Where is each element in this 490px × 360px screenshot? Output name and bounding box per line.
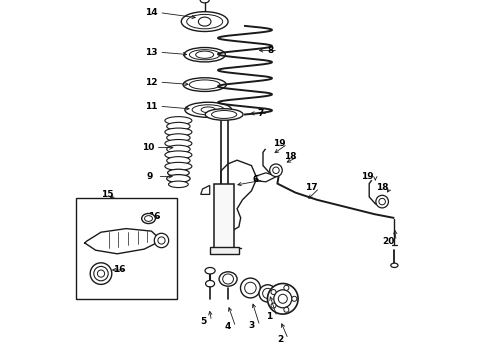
- Text: 7: 7: [257, 109, 264, 118]
- Ellipse shape: [391, 263, 398, 267]
- Ellipse shape: [169, 181, 188, 188]
- Ellipse shape: [94, 266, 108, 281]
- Ellipse shape: [278, 294, 287, 303]
- Polygon shape: [221, 160, 257, 232]
- Ellipse shape: [222, 274, 233, 284]
- Bar: [214, 184, 234, 248]
- Ellipse shape: [167, 157, 190, 165]
- Text: 2: 2: [277, 335, 283, 343]
- Text: 3: 3: [249, 321, 255, 330]
- Text: 18: 18: [376, 183, 389, 192]
- Ellipse shape: [165, 117, 192, 125]
- Ellipse shape: [181, 12, 228, 31]
- Text: 10: 10: [142, 143, 154, 152]
- Bar: [76, 198, 176, 299]
- Ellipse shape: [189, 50, 220, 60]
- Ellipse shape: [206, 280, 215, 287]
- Ellipse shape: [196, 51, 214, 58]
- Ellipse shape: [219, 272, 237, 286]
- Ellipse shape: [145, 216, 152, 221]
- Circle shape: [292, 296, 297, 301]
- Ellipse shape: [192, 105, 224, 115]
- Ellipse shape: [200, 0, 209, 3]
- Ellipse shape: [165, 128, 192, 136]
- Ellipse shape: [142, 213, 155, 224]
- Ellipse shape: [259, 285, 276, 302]
- Text: 19: 19: [361, 172, 374, 181]
- Circle shape: [284, 285, 289, 291]
- Text: 8: 8: [267, 46, 273, 55]
- Ellipse shape: [241, 278, 260, 298]
- Ellipse shape: [245, 282, 256, 294]
- Bar: [210, 247, 239, 254]
- Ellipse shape: [376, 195, 389, 208]
- Circle shape: [271, 303, 276, 308]
- Text: 5: 5: [200, 317, 207, 325]
- Ellipse shape: [273, 167, 279, 174]
- Circle shape: [271, 289, 276, 294]
- Text: 19: 19: [273, 139, 286, 148]
- Text: 20: 20: [382, 237, 394, 246]
- Ellipse shape: [201, 107, 216, 113]
- Polygon shape: [201, 185, 210, 194]
- Ellipse shape: [165, 139, 192, 148]
- Ellipse shape: [90, 263, 112, 284]
- Ellipse shape: [274, 290, 292, 308]
- Circle shape: [154, 233, 169, 248]
- Ellipse shape: [183, 78, 226, 91]
- Text: 12: 12: [145, 77, 158, 86]
- Text: 1: 1: [266, 312, 272, 321]
- Ellipse shape: [205, 109, 243, 120]
- Ellipse shape: [167, 122, 190, 130]
- Text: 17: 17: [305, 184, 318, 192]
- Polygon shape: [239, 185, 247, 194]
- Ellipse shape: [185, 102, 232, 117]
- Ellipse shape: [270, 164, 282, 177]
- Text: 18: 18: [284, 152, 296, 161]
- Text: 16: 16: [148, 212, 161, 221]
- Ellipse shape: [168, 169, 189, 176]
- Circle shape: [158, 237, 165, 244]
- Text: 9: 9: [147, 172, 153, 181]
- Text: 16: 16: [114, 266, 126, 274]
- Ellipse shape: [184, 48, 225, 62]
- Ellipse shape: [187, 14, 222, 29]
- Ellipse shape: [167, 134, 190, 142]
- Ellipse shape: [167, 145, 190, 153]
- Text: 14: 14: [145, 8, 158, 17]
- Text: 6: 6: [253, 175, 259, 184]
- Circle shape: [284, 307, 289, 312]
- Ellipse shape: [263, 288, 273, 298]
- Ellipse shape: [268, 284, 298, 314]
- Text: 4: 4: [224, 323, 231, 331]
- Ellipse shape: [98, 270, 104, 277]
- Text: 15: 15: [101, 190, 114, 199]
- Text: 11: 11: [145, 102, 158, 111]
- Text: 13: 13: [145, 48, 158, 57]
- Ellipse shape: [198, 17, 211, 26]
- Ellipse shape: [189, 80, 220, 89]
- Ellipse shape: [379, 198, 386, 205]
- Ellipse shape: [167, 175, 190, 183]
- Ellipse shape: [212, 111, 237, 118]
- Ellipse shape: [165, 151, 192, 159]
- Ellipse shape: [165, 162, 192, 170]
- Ellipse shape: [205, 267, 215, 274]
